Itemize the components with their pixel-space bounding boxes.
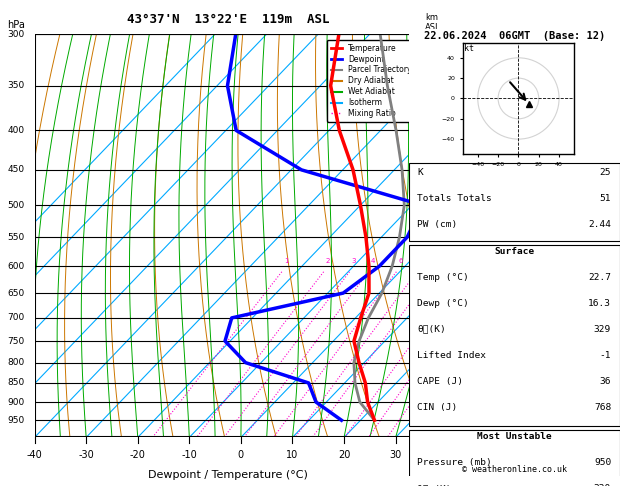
Text: θᴇ (K): θᴇ (K) <box>417 484 452 486</box>
Text: 768: 768 <box>594 402 611 412</box>
Text: 36: 36 <box>599 377 611 385</box>
Text: 850: 850 <box>8 379 25 387</box>
Text: 6: 6 <box>425 201 430 209</box>
Text: 900: 900 <box>8 398 25 407</box>
Bar <box>409 430 620 486</box>
Text: 550: 550 <box>8 233 25 242</box>
Text: -10: -10 <box>181 450 198 459</box>
Text: -30: -30 <box>78 450 94 459</box>
Text: 1: 1 <box>425 398 430 407</box>
Text: 8: 8 <box>419 258 423 264</box>
Text: 600: 600 <box>8 262 25 271</box>
Text: 22.7: 22.7 <box>588 273 611 282</box>
Text: 750: 750 <box>8 336 25 346</box>
Text: Totals Totals: Totals Totals <box>417 194 492 203</box>
Text: 950: 950 <box>594 458 611 467</box>
Text: 2: 2 <box>326 258 330 264</box>
Text: CAPE (J): CAPE (J) <box>417 377 464 385</box>
Text: 3: 3 <box>352 258 356 264</box>
Bar <box>409 244 620 426</box>
Text: 300: 300 <box>8 30 25 38</box>
Text: ◀: ◀ <box>426 277 433 287</box>
Text: Pressure (mb): Pressure (mb) <box>417 458 492 467</box>
Text: ◀: ◀ <box>426 210 433 221</box>
Text: 25: 25 <box>599 168 611 177</box>
Text: 400: 400 <box>8 126 25 135</box>
Text: PW (cm): PW (cm) <box>417 220 457 228</box>
Text: ◀: ◀ <box>426 315 433 326</box>
Text: 16.3: 16.3 <box>588 299 611 308</box>
Text: 4: 4 <box>370 258 375 264</box>
Text: 2.44: 2.44 <box>588 220 611 228</box>
Text: -20: -20 <box>130 450 146 459</box>
Text: -1: -1 <box>599 350 611 360</box>
Text: 6: 6 <box>398 258 403 264</box>
Text: 22.06.2024  06GMT  (Base: 12): 22.06.2024 06GMT (Base: 12) <box>423 32 605 41</box>
Text: 8: 8 <box>425 81 430 90</box>
Text: 500: 500 <box>8 201 25 209</box>
Text: Mixing Ratio (g/kg): Mixing Ratio (g/kg) <box>438 193 447 278</box>
Text: 0: 0 <box>238 450 244 459</box>
Text: 3: 3 <box>425 313 430 322</box>
Text: -40: -40 <box>26 450 43 459</box>
Text: Most Unstable: Most Unstable <box>477 432 552 441</box>
Text: Dewpoint / Temperature (°C): Dewpoint / Temperature (°C) <box>148 469 308 480</box>
Text: 2: 2 <box>425 358 430 367</box>
Text: 43°37'N  13°22'E  119m  ASL: 43°37'N 13°22'E 119m ASL <box>127 13 329 26</box>
Text: 330: 330 <box>594 484 611 486</box>
Text: 329: 329 <box>594 325 611 334</box>
Text: 30: 30 <box>389 450 402 459</box>
Text: ◀: ◀ <box>426 134 433 144</box>
Text: 650: 650 <box>8 289 25 297</box>
Text: 1LCL: 1LCL <box>423 407 443 416</box>
Text: 800: 800 <box>8 358 25 367</box>
Text: hPa: hPa <box>7 20 25 30</box>
Text: ◀: ◀ <box>426 417 433 426</box>
Text: CIN (J): CIN (J) <box>417 402 457 412</box>
Text: θᴇ(K): θᴇ(K) <box>417 325 446 334</box>
Text: 1: 1 <box>284 258 288 264</box>
Text: km
ASL: km ASL <box>425 13 441 32</box>
Text: ◀: ◀ <box>426 352 433 362</box>
Text: 4: 4 <box>425 289 430 297</box>
Text: Lifted Index: Lifted Index <box>417 350 486 360</box>
Text: 5: 5 <box>425 262 430 271</box>
Text: 51: 51 <box>599 194 611 203</box>
Text: 700: 700 <box>8 313 25 322</box>
Text: 950: 950 <box>8 416 25 425</box>
Legend: Temperature, Dewpoint, Parcel Trajectory, Dry Adiabat, Wet Adiabat, Isotherm, Mi: Temperature, Dewpoint, Parcel Trajectory… <box>327 40 416 122</box>
Text: K: K <box>417 168 423 177</box>
Text: Surface: Surface <box>494 247 534 256</box>
Text: 20: 20 <box>338 450 350 459</box>
Text: Dewp (°C): Dewp (°C) <box>417 299 469 308</box>
Bar <box>409 163 620 241</box>
Text: © weatheronline.co.uk: © weatheronline.co.uk <box>462 465 567 474</box>
Text: ◀: ◀ <box>426 388 433 398</box>
Text: 350: 350 <box>8 81 25 90</box>
Text: 10: 10 <box>286 450 299 459</box>
Text: ◀: ◀ <box>426 63 433 73</box>
Text: 7: 7 <box>425 126 430 135</box>
Text: Temp (°C): Temp (°C) <box>417 273 469 282</box>
Text: 450: 450 <box>8 165 25 174</box>
